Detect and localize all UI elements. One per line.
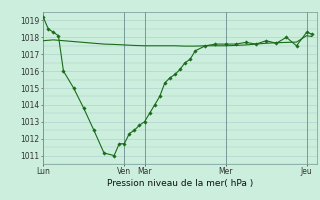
X-axis label: Pression niveau de la mer( hPa ): Pression niveau de la mer( hPa ) <box>107 179 253 188</box>
